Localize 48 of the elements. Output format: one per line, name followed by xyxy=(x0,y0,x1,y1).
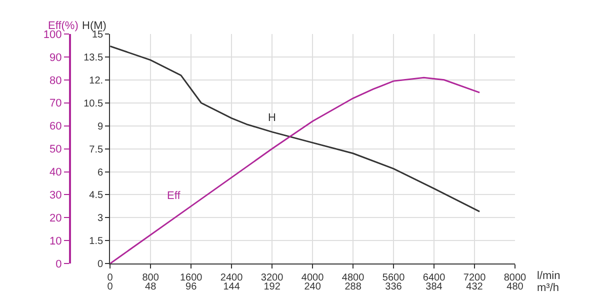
y-tick-label: 12. xyxy=(89,75,104,86)
y2-tick-label: 60 xyxy=(50,120,62,133)
x2-tick-label: 240 xyxy=(304,281,322,292)
x-tick-label: 800 xyxy=(142,272,160,284)
x-tick-label: 4800 xyxy=(342,272,365,284)
x2-tick-label: 0 xyxy=(107,281,114,292)
x-tick-label: 5600 xyxy=(382,272,406,284)
x-tick-label: 0 xyxy=(107,272,114,284)
x2-tick-label: 432 xyxy=(466,281,484,292)
x-tick-label: 7200 xyxy=(463,272,486,284)
y-tick-label: 3 xyxy=(98,213,104,224)
x2-axis-title: m³/h xyxy=(537,282,559,294)
y-tick-label: 6 xyxy=(98,167,104,178)
y2-tick-label: 10 xyxy=(50,235,62,248)
x2-tick-label: 384 xyxy=(426,281,443,292)
x-tick-label: 8000 xyxy=(504,272,527,284)
y2-tick-label: 40 xyxy=(50,166,62,179)
x-axis-title: l/min xyxy=(537,270,560,282)
x-tick-label: 4000 xyxy=(301,272,324,284)
x-tick-label: 3200 xyxy=(260,272,284,284)
series-label: Eff xyxy=(167,190,182,202)
x2-tick-label: 336 xyxy=(385,281,402,292)
y2-tick-label: 50 xyxy=(50,144,62,156)
y2-tick-label: 90 xyxy=(50,52,62,64)
x2-tick-label: 480 xyxy=(506,281,524,292)
y-tick-label: 0 xyxy=(98,259,104,270)
line-series xyxy=(110,76,480,264)
y-tick-label: 1.5 xyxy=(89,236,104,248)
x2-tick-label: 192 xyxy=(264,281,281,292)
y-tick-label: 4.5 xyxy=(89,190,104,202)
y2-tick-label: 20 xyxy=(50,212,62,225)
x2-tick-label: 288 xyxy=(344,281,362,292)
y-axis-title: H(M) xyxy=(82,20,106,32)
y2-tick-label: 70 xyxy=(50,98,62,110)
y2-tick-label: 0 xyxy=(56,258,62,270)
y2-tick-label: 80 xyxy=(50,74,62,87)
y-tick-label: 9 xyxy=(98,121,104,132)
y-tick-label: 10.5 xyxy=(84,98,104,110)
x2-tick-label: 48 xyxy=(145,281,157,292)
x-tick-label: 2400 xyxy=(220,272,244,284)
y-tick-label: 13.5 xyxy=(84,52,104,64)
x2-tick-label: 144 xyxy=(223,281,240,292)
x2-tick-label: 96 xyxy=(186,281,198,292)
x-tick-label: 6400 xyxy=(422,272,446,284)
y-tick-label: 7.5 xyxy=(89,144,104,156)
y2-tick-label: 30 xyxy=(50,190,62,202)
series-label: H xyxy=(268,112,276,124)
x-tick-label: 1600 xyxy=(180,272,203,284)
